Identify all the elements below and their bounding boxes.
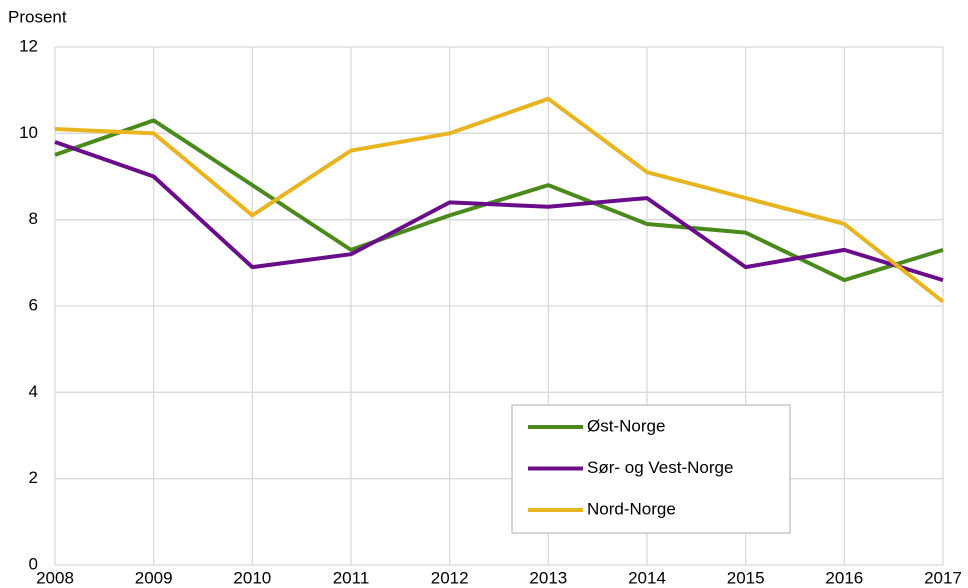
- y-tick-label: 6: [29, 295, 38, 314]
- y-tick-label: 4: [29, 382, 38, 401]
- y-tick-label: 12: [19, 36, 38, 55]
- x-tick-label: 2014: [628, 568, 666, 587]
- legend-label: Øst-Norge: [587, 416, 665, 435]
- x-tick-label: 2012: [431, 568, 469, 587]
- legend: Øst-Norge Sør- og Vest-Norge Nord-Norge: [528, 416, 733, 518]
- x-tick-label: 2013: [529, 568, 567, 587]
- y-tick-label: 10: [19, 123, 38, 142]
- x-tick-label: 2015: [727, 568, 765, 587]
- x-tick-label: 2010: [233, 568, 271, 587]
- y-tick-label: 0: [29, 554, 38, 573]
- series-line: [54, 96, 945, 304]
- series-line: [54, 140, 944, 283]
- x-tick-label: 2008: [36, 568, 74, 587]
- legend-label: Nord-Norge: [587, 499, 676, 518]
- x-tick-label: 2009: [135, 568, 173, 587]
- series-line: [54, 118, 944, 283]
- y-axis-label: Prosent: [8, 7, 67, 26]
- lines: [54, 96, 945, 304]
- legend-label: Sør- og Vest-Norge: [587, 458, 733, 477]
- x-tick-label: 2011: [333, 568, 370, 587]
- y-tick-label: 2: [29, 468, 38, 487]
- y-tick-label: 8: [29, 209, 38, 228]
- x-tick-label: 2017: [924, 568, 962, 587]
- x-tick-label: 2016: [825, 568, 863, 587]
